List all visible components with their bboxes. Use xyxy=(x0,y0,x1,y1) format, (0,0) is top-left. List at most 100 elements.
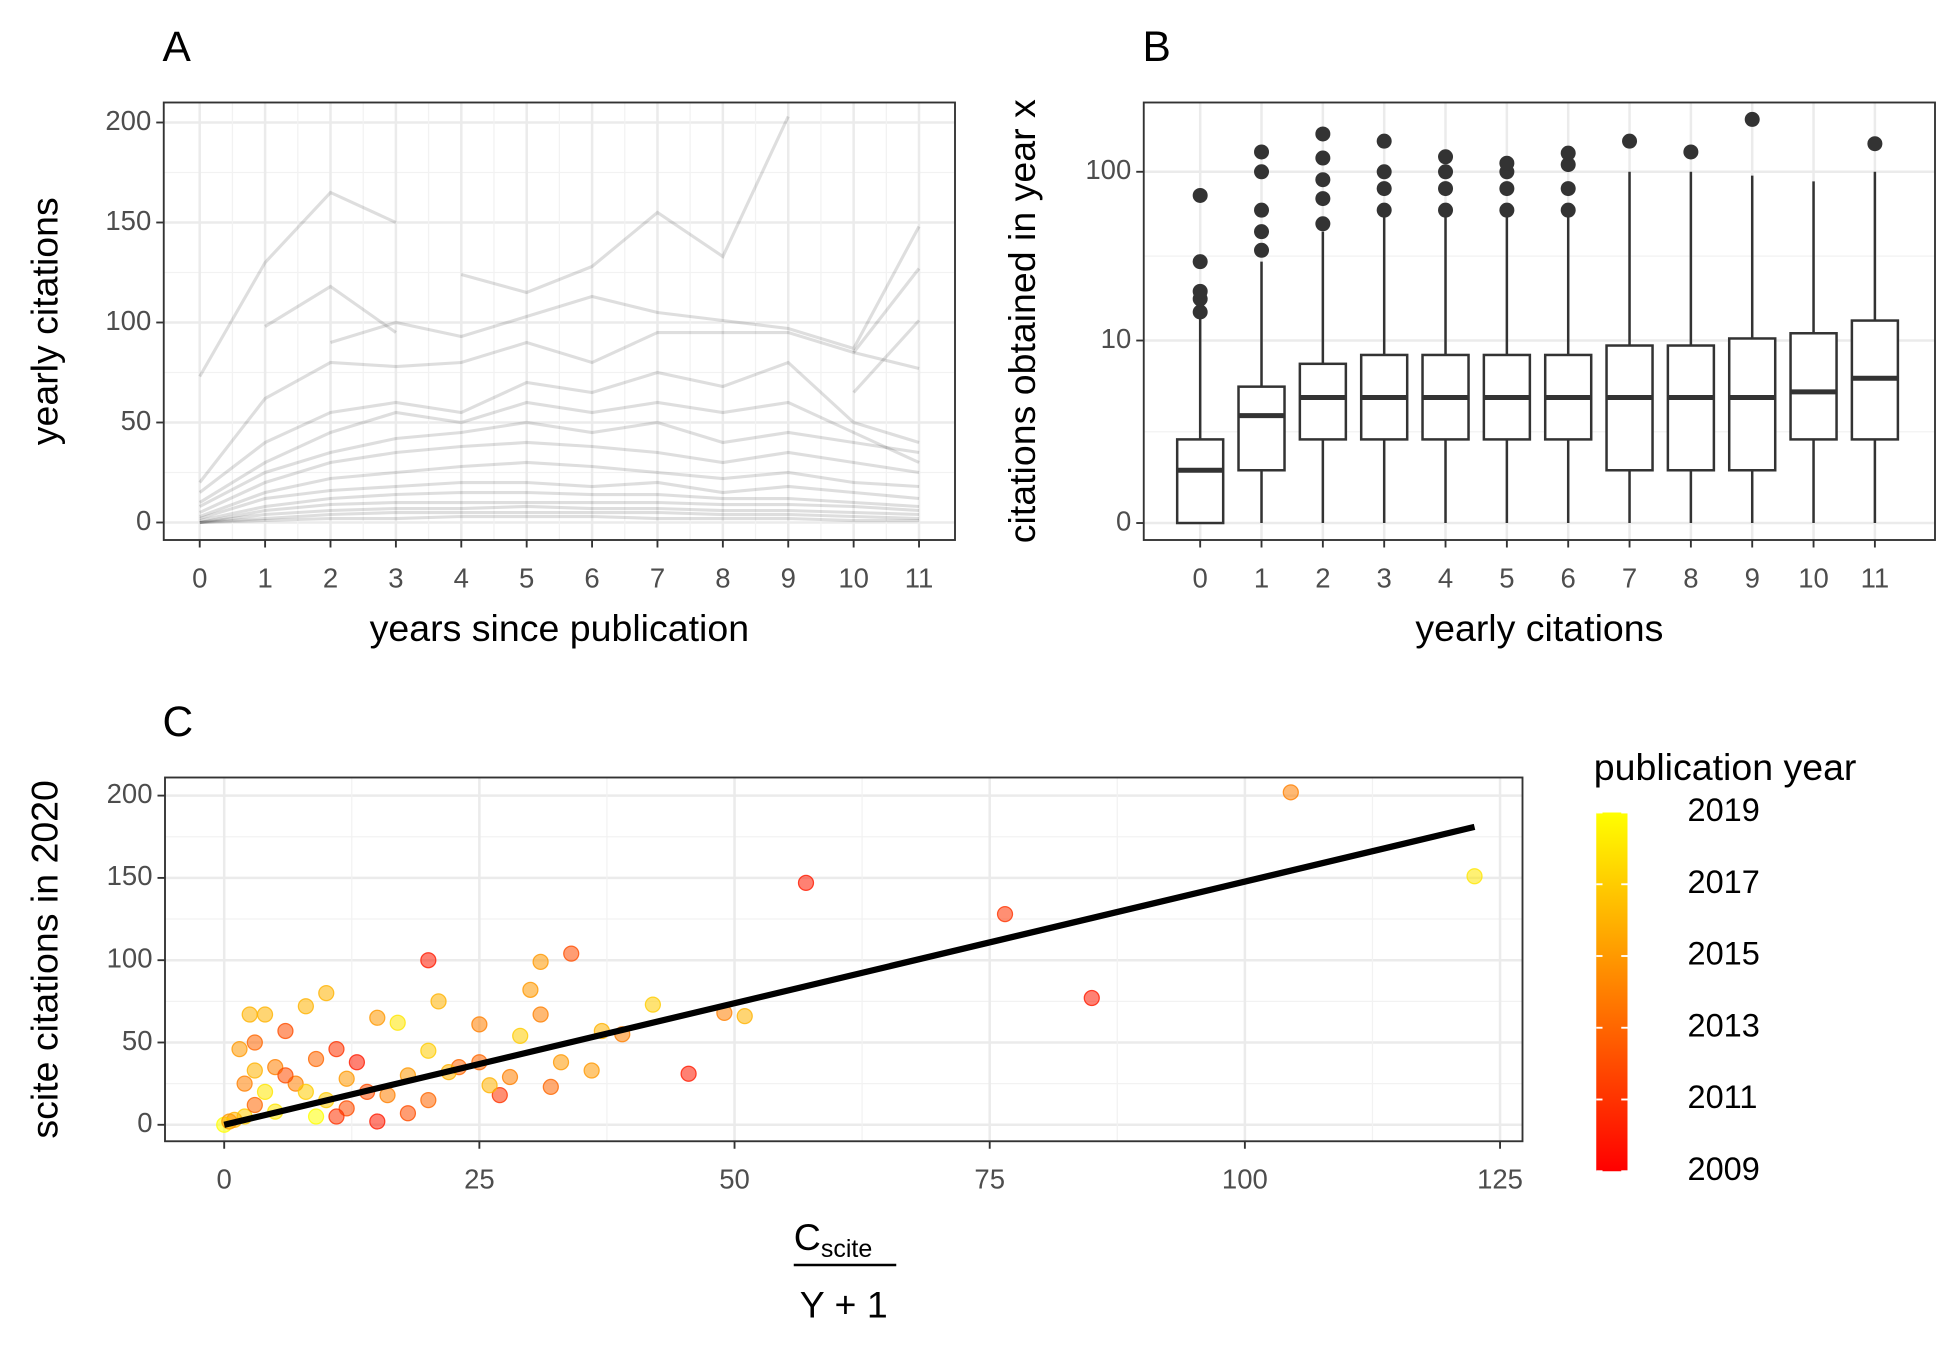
point xyxy=(246,1034,263,1051)
point xyxy=(338,1070,355,1087)
point xyxy=(389,1014,406,1031)
plot-border xyxy=(1142,101,1936,541)
x-tick-label: 6 xyxy=(584,562,599,593)
outlier xyxy=(1560,145,1576,161)
point xyxy=(297,1083,314,1100)
x-tick-label: 8 xyxy=(1683,562,1698,593)
point xyxy=(501,1068,519,1086)
x-tick-label: 1 xyxy=(257,562,272,593)
outlier xyxy=(1315,191,1331,207)
series-line xyxy=(199,504,920,525)
series-line xyxy=(199,460,920,518)
point xyxy=(583,1062,600,1079)
numerator-sub: scite xyxy=(821,1235,872,1263)
y-tick-label: 0 xyxy=(136,505,151,536)
y-tick-label: 50 xyxy=(121,405,152,436)
series-line xyxy=(199,500,920,525)
point xyxy=(996,905,1014,923)
colorbar-label: 2011 xyxy=(1688,1079,1758,1115)
y-axis-label: scite citations in 2020 xyxy=(23,780,65,1139)
outlier xyxy=(1192,254,1208,270)
outlier xyxy=(1499,155,1515,171)
colorbar-label: 2017 xyxy=(1688,864,1760,900)
point xyxy=(328,1108,345,1125)
fit-line xyxy=(223,823,1476,1128)
colorbar-label: 2019 xyxy=(1688,792,1760,828)
outlier xyxy=(1376,164,1392,180)
x-tick-label: 10 xyxy=(1798,562,1829,593)
series-line xyxy=(198,190,397,378)
series-line xyxy=(198,330,920,484)
point xyxy=(1083,989,1100,1007)
outlier xyxy=(1376,181,1392,197)
point xyxy=(399,1105,417,1122)
point xyxy=(552,1054,570,1071)
panel-title: A xyxy=(163,24,192,71)
colorbar xyxy=(1596,812,1628,1172)
point xyxy=(369,1113,386,1130)
outlier xyxy=(1622,133,1638,149)
panel: 0 50 100 150 200 0 25 50 75 100 125 publication yea… xyxy=(23,699,1856,1325)
series-line xyxy=(199,510,920,525)
point xyxy=(522,981,539,998)
y-axis-label: citations obtained in year x xyxy=(1001,99,1043,543)
colorbar-label: 2015 xyxy=(1688,936,1760,972)
y-tick-label: 200 xyxy=(107,778,153,809)
x-tick-label: 7 xyxy=(1622,562,1637,593)
y-tick-label: 100 xyxy=(107,942,153,973)
series-line xyxy=(199,440,920,514)
outlier xyxy=(1376,202,1392,218)
outlier xyxy=(1192,187,1208,203)
series-line xyxy=(198,400,920,504)
point xyxy=(236,1075,253,1092)
point xyxy=(797,874,815,891)
x-tick-label: 0 xyxy=(1193,562,1208,593)
x-tick-label: 100 xyxy=(1222,1164,1268,1195)
plot-border xyxy=(162,101,956,541)
outlier xyxy=(1254,242,1270,258)
point xyxy=(542,1078,559,1096)
point xyxy=(297,998,314,1015)
x-tick-label: 50 xyxy=(719,1164,750,1195)
box xyxy=(1237,385,1286,472)
point xyxy=(680,1065,697,1082)
outlier xyxy=(1499,202,1515,218)
outlier xyxy=(1254,144,1270,160)
point xyxy=(307,1108,325,1125)
y-tick-label: 50 xyxy=(122,1025,153,1056)
outlier xyxy=(1254,224,1270,240)
outlier xyxy=(1315,216,1331,232)
outlier xyxy=(1254,164,1270,180)
x-tick-label: 8 xyxy=(715,562,730,593)
series-line xyxy=(330,225,921,351)
x-tick-label: 7 xyxy=(650,562,665,593)
y-tick-label: 100 xyxy=(1085,154,1131,185)
point xyxy=(246,1062,263,1079)
x-tick-label: 11 xyxy=(905,562,934,593)
legend-title: publication year xyxy=(1594,746,1857,788)
point xyxy=(277,1067,294,1084)
point xyxy=(512,1027,529,1045)
box xyxy=(1727,337,1777,472)
y-tick-label: 0 xyxy=(1116,505,1131,536)
y-tick-label: 200 xyxy=(105,105,151,136)
x-tick-label: 5 xyxy=(519,562,534,593)
point xyxy=(231,1040,248,1058)
outlier xyxy=(1192,304,1208,320)
x-tick-label: 11 xyxy=(1861,562,1890,593)
point xyxy=(481,1077,498,1094)
outlier xyxy=(1499,181,1515,197)
point xyxy=(491,1087,508,1104)
y-tick-label: 150 xyxy=(107,860,153,891)
x-tick-label: 25 xyxy=(464,1164,495,1195)
point xyxy=(420,1042,437,1059)
x-tick-label: 9 xyxy=(781,562,796,593)
outlier xyxy=(1744,111,1760,127)
x-tick-label: 5 xyxy=(1499,562,1514,593)
outlier xyxy=(1438,149,1454,165)
colorbar-label: 2009 xyxy=(1688,1151,1760,1187)
point xyxy=(256,1006,274,1023)
outlier xyxy=(1438,202,1454,218)
outlier xyxy=(1560,181,1576,197)
